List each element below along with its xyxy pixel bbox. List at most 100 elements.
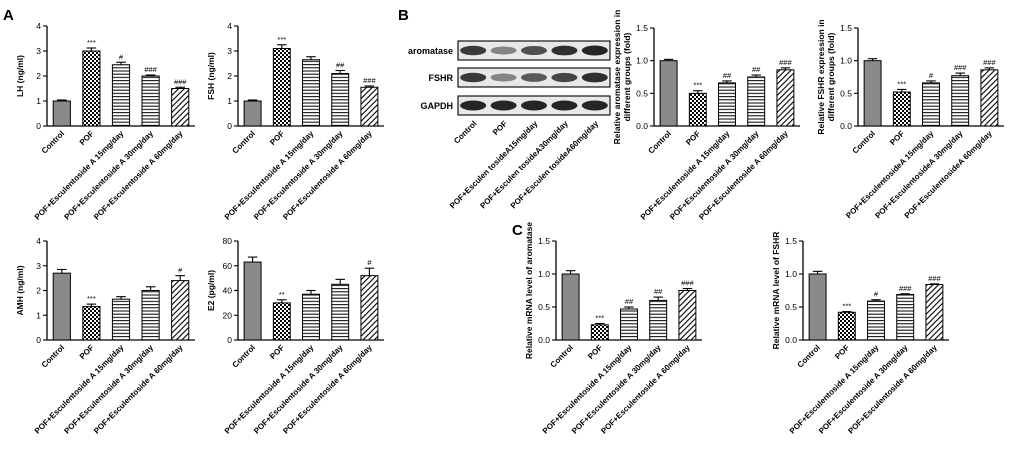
panel-letter-b: B xyxy=(398,7,409,24)
blot-band xyxy=(521,45,547,56)
bar-5 xyxy=(678,290,697,341)
y-tick-label: 2 xyxy=(36,286,41,296)
y-tick-label: 3 xyxy=(36,261,41,271)
bar-1 xyxy=(243,261,262,341)
bar-1 xyxy=(561,273,580,341)
blot-row-label: aromatase xyxy=(408,46,453,56)
blot-band xyxy=(581,100,608,111)
bar-3 xyxy=(111,298,131,341)
y-tick-label: 0.0 xyxy=(538,335,550,345)
significance-label: # xyxy=(119,52,124,61)
category-label: POF xyxy=(586,343,604,361)
significance-label: # xyxy=(874,290,879,299)
blot-band xyxy=(521,73,547,82)
significance-label: *** xyxy=(87,294,96,303)
y-tick-label: 0 xyxy=(227,335,232,345)
y-tick-label: 1 xyxy=(36,96,41,106)
y-tick-label: 2 xyxy=(227,71,232,81)
y-tick-label: 0.5 xyxy=(785,302,797,312)
y-tick-label: 1.0 xyxy=(636,56,648,66)
y-tick-label: 0.5 xyxy=(636,88,648,98)
chart-fshr_mrna: 0.0 0.5 1.0 1.5 Relative mRNA level of FSHR C… xyxy=(771,232,949,436)
panel-letter-c: C xyxy=(512,222,523,239)
significance-label: *** xyxy=(897,79,906,88)
chart-aromatase_mrna: 0.0 0.5 1.0 1.5 Relative mRNA level of aroma… xyxy=(524,222,702,436)
significance-label: ## xyxy=(752,65,761,74)
category-label: Control xyxy=(231,343,257,369)
y-tick-label: 40 xyxy=(223,286,233,296)
bar-3 xyxy=(922,82,940,127)
y-tick-label: 2 xyxy=(36,71,41,81)
bar-1 xyxy=(659,60,678,127)
blot-band xyxy=(551,45,578,56)
bar-4 xyxy=(896,293,915,341)
bar-4 xyxy=(331,283,350,341)
y-tick-label: 1.0 xyxy=(538,269,550,279)
y-axis-label: LH (ng/ml) xyxy=(15,55,25,97)
bar-1 xyxy=(243,100,262,127)
category-label: Control xyxy=(40,343,66,369)
y-axis-label: different groups (fold) xyxy=(826,32,836,121)
y-axis-label: AMH (ng/ml) xyxy=(15,265,25,315)
category-label: Control xyxy=(647,129,673,155)
blot-band xyxy=(490,46,517,55)
bar-1 xyxy=(863,60,882,127)
bar-4 xyxy=(747,76,766,127)
bar-3 xyxy=(620,308,638,341)
bar-2 xyxy=(272,48,291,127)
category-label: POF xyxy=(833,343,851,361)
category-label: POF xyxy=(78,343,96,361)
significance-label: ### xyxy=(954,63,967,72)
blot-band xyxy=(460,72,487,83)
category-label: Control xyxy=(40,129,66,155)
category-label: POF xyxy=(684,129,702,147)
bar-2 xyxy=(82,50,101,127)
y-tick-label: 1 xyxy=(36,310,41,320)
y-axis-label: different groups (fold) xyxy=(622,32,632,121)
blot-row-label: GAPDH xyxy=(420,101,453,111)
significance-label: ### xyxy=(779,58,792,67)
y-tick-label: 0 xyxy=(36,121,41,131)
significance-label: *** xyxy=(87,38,96,47)
y-tick-label: 1.0 xyxy=(840,56,852,66)
y-axis-label: Relative mRNA level of FSHR xyxy=(771,232,781,350)
blot-band xyxy=(551,100,578,111)
bar-2 xyxy=(590,324,609,341)
bar-3 xyxy=(718,82,736,127)
bar-2 xyxy=(272,302,291,341)
blot-band xyxy=(581,45,608,56)
significance-label: ## xyxy=(723,71,732,80)
significance-label: *** xyxy=(595,314,604,323)
bar-3 xyxy=(302,293,320,341)
y-tick-label: 80 xyxy=(223,236,233,246)
bar-4 xyxy=(649,299,668,341)
bar-5 xyxy=(360,275,379,341)
significance-label: *** xyxy=(277,35,286,44)
y-tick-label: 1 xyxy=(227,96,232,106)
bar-2 xyxy=(892,91,911,127)
y-tick-label: 1.0 xyxy=(785,269,797,279)
chart-fshr_protein: 0.0 0.5 1.0 1.5 Relative FSHR expression in d… xyxy=(816,19,1004,220)
category-label: Control xyxy=(796,343,822,369)
bar-3 xyxy=(867,300,885,341)
significance-label: *** xyxy=(842,302,851,311)
bar-2 xyxy=(688,92,707,127)
significance-label: # xyxy=(367,258,372,267)
bar-5 xyxy=(925,284,944,341)
y-axis-label: Relative aromatase expression in xyxy=(612,10,622,145)
blot-band xyxy=(581,72,608,83)
bar-2 xyxy=(837,311,856,341)
significance-label: ### xyxy=(363,76,376,85)
category-label: POF xyxy=(78,129,96,147)
bar-4 xyxy=(331,73,350,127)
y-tick-label: 0.0 xyxy=(785,335,797,345)
significance-label: ### xyxy=(899,284,912,293)
blot-band xyxy=(490,100,517,111)
significance-label: *** xyxy=(693,81,702,90)
category-label: POF xyxy=(268,343,286,361)
